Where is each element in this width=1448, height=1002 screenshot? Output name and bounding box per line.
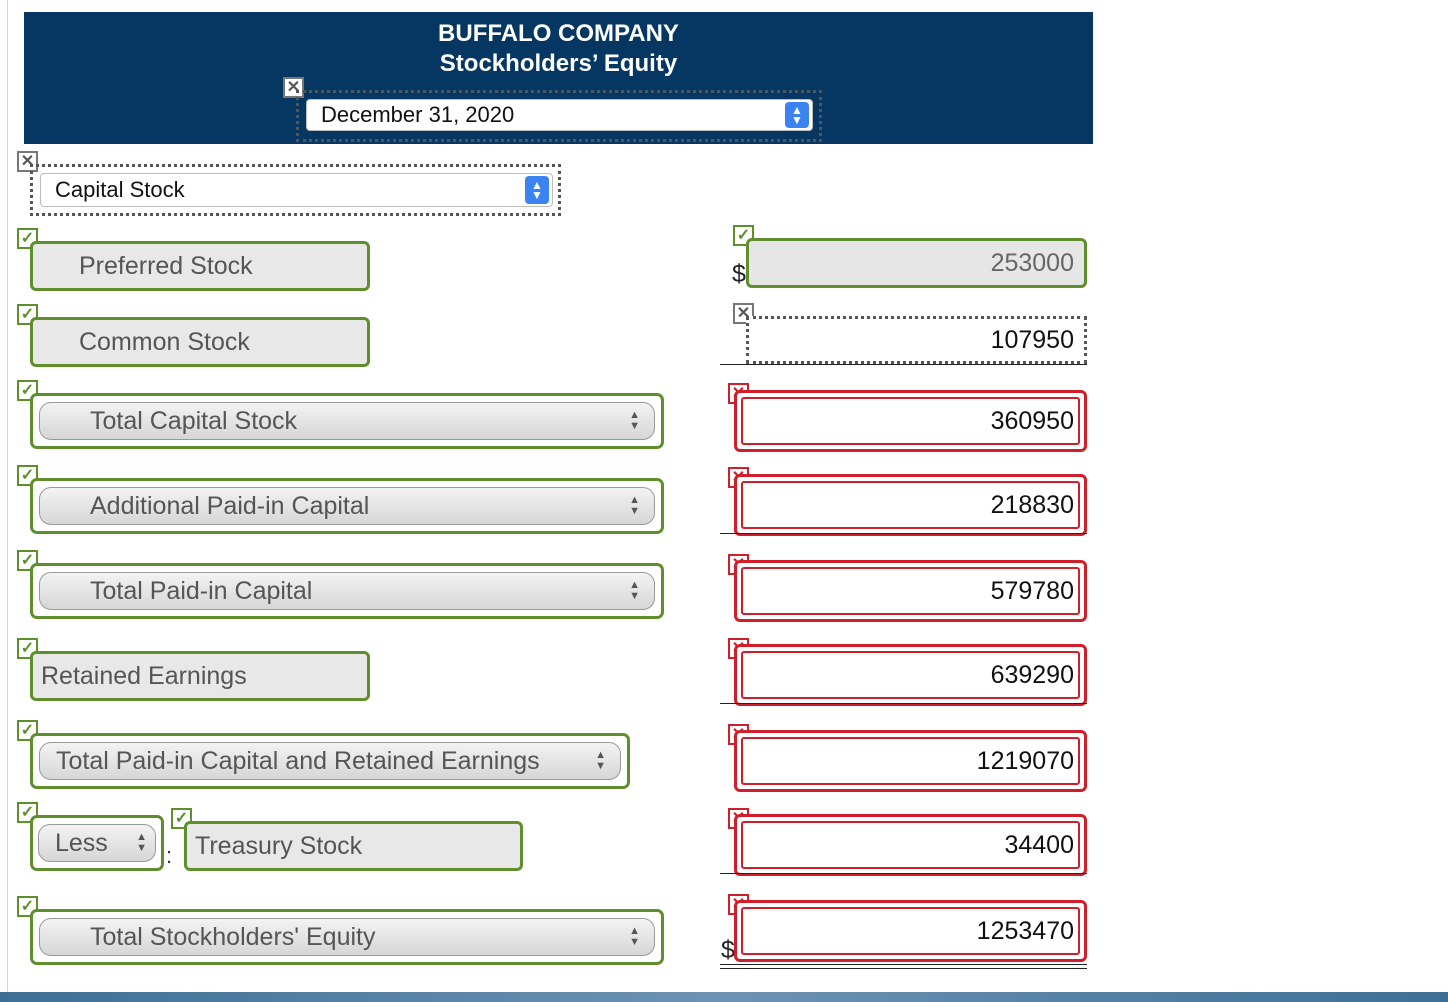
- retained-earnings-field[interactable]: Retained Earnings: [30, 651, 370, 701]
- company-name: BUFFALO COMPANY: [438, 20, 679, 47]
- window-bottom-bar: [0, 992, 1448, 1002]
- total-pic-re-amount[interactable]: 1219070: [734, 730, 1087, 792]
- underline: [720, 364, 1087, 365]
- sort-arrows-icon: ▲ ▼: [629, 409, 640, 432]
- common-stock-amount[interactable]: 107950: [746, 316, 1087, 364]
- section-select-value: Capital Stock: [55, 177, 185, 202]
- retained-earnings-amount[interactable]: 639290: [734, 644, 1087, 706]
- statement-title: Stockholders’ Equity: [439, 50, 678, 77]
- total-pic-re-label: Total Paid-in Capital and Retained Earni…: [56, 746, 540, 775]
- select-pill: Less ▲ ▼: [38, 824, 156, 862]
- select-pill: Total Capital Stock ▲ ▼: [39, 402, 655, 440]
- apic-amount-value: 218830: [990, 490, 1074, 519]
- colon-separator: :: [166, 843, 173, 868]
- date-select-frame: December 31, 2020 ▲ ▼: [296, 90, 822, 142]
- select-pill: Total Stockholders' Equity ▲ ▼: [39, 918, 655, 956]
- underline: [720, 873, 1087, 874]
- select-pill: Total Paid-in Capital ▲ ▼: [39, 572, 655, 610]
- total-capital-stock-amount-value: 360950: [990, 406, 1074, 435]
- double-underline-bottom: [720, 968, 1087, 969]
- preferred-stock-amount[interactable]: 253000: [746, 238, 1087, 288]
- apic-amount[interactable]: 218830: [734, 474, 1087, 536]
- sort-arrows-icon: ▲ ▼: [629, 579, 640, 602]
- select-pill: Total Paid-in Capital and Retained Earni…: [39, 742, 621, 780]
- preferred-stock-field[interactable]: Preferred Stock: [30, 241, 370, 291]
- error-outline: [741, 907, 1080, 955]
- treasury-stock-amount[interactable]: 34400: [734, 814, 1087, 876]
- total-paid-in-amount[interactable]: 579780: [734, 560, 1087, 622]
- statement-header: BUFFALO COMPANY Stockholders’ Equity ✕ D…: [24, 12, 1093, 144]
- double-underline-top: [720, 964, 1087, 965]
- section-select-frame: Capital Stock ▲ ▼: [30, 164, 561, 216]
- less-label: Less: [55, 828, 108, 857]
- total-paid-in-select[interactable]: Total Paid-in Capital ▲ ▼: [30, 563, 664, 619]
- error-outline: [741, 651, 1080, 699]
- common-stock-field[interactable]: Common Stock: [30, 317, 370, 367]
- common-stock-label: Common Stock: [79, 327, 250, 356]
- error-outline: [741, 481, 1080, 529]
- apic-label: Additional Paid-in Capital: [90, 491, 370, 520]
- dollar-sign: $: [721, 936, 735, 964]
- preferred-stock-amount-value: 253000: [990, 248, 1074, 277]
- treasury-stock-amount-value: 34400: [1004, 830, 1074, 859]
- error-outline: [741, 737, 1080, 785]
- total-se-amount[interactable]: 1253470: [734, 900, 1087, 962]
- underline: [720, 533, 1087, 534]
- date-select-value: December 31, 2020: [321, 102, 515, 127]
- error-outline: [741, 397, 1080, 445]
- error-outline: [741, 821, 1080, 869]
- total-pic-re-amount-value: 1219070: [976, 746, 1074, 775]
- section-select[interactable]: Capital Stock ▲ ▼: [40, 173, 553, 207]
- preferred-stock-label: Preferred Stock: [79, 251, 253, 280]
- total-capital-stock-label: Total Capital Stock: [90, 406, 298, 435]
- retained-earnings-amount-value: 639290: [990, 660, 1074, 689]
- total-se-select[interactable]: Total Stockholders' Equity ▲ ▼: [30, 909, 664, 965]
- retained-earnings-label: Retained Earnings: [41, 661, 247, 690]
- chevron-updown-icon: ▲ ▼: [525, 176, 549, 204]
- sort-arrows-icon: ▲ ▼: [595, 749, 606, 772]
- less-select[interactable]: Less ▲ ▼: [30, 815, 164, 871]
- sort-arrows-icon: ▲ ▼: [629, 925, 640, 948]
- total-pic-re-select[interactable]: Total Paid-in Capital and Retained Earni…: [30, 733, 630, 789]
- treasury-stock-label: Treasury Stock: [195, 831, 363, 860]
- apic-select[interactable]: Additional Paid-in Capital ▲ ▼: [30, 478, 664, 534]
- total-paid-in-amount-value: 579780: [990, 576, 1074, 605]
- total-se-amount-value: 1253470: [976, 916, 1074, 945]
- left-edge: [0, 0, 8, 1002]
- total-capital-stock-amount[interactable]: 360950: [734, 390, 1087, 452]
- sort-arrows-icon: ▲ ▼: [629, 494, 640, 517]
- error-outline: [741, 567, 1080, 615]
- underline: [720, 703, 1087, 704]
- treasury-stock-field[interactable]: Treasury Stock: [184, 821, 523, 871]
- total-se-label: Total Stockholders' Equity: [90, 922, 376, 951]
- total-paid-in-label: Total Paid-in Capital: [90, 576, 313, 605]
- total-capital-stock-select[interactable]: Total Capital Stock ▲ ▼: [30, 393, 664, 449]
- sort-arrows-icon: ▲ ▼: [136, 831, 147, 854]
- chevron-updown-icon: ▲ ▼: [785, 102, 809, 128]
- select-pill: Additional Paid-in Capital ▲ ▼: [39, 487, 655, 525]
- dollar-sign: $: [732, 260, 746, 288]
- common-stock-amount-value: 107950: [990, 325, 1074, 354]
- date-select[interactable]: December 31, 2020 ▲ ▼: [306, 99, 813, 131]
